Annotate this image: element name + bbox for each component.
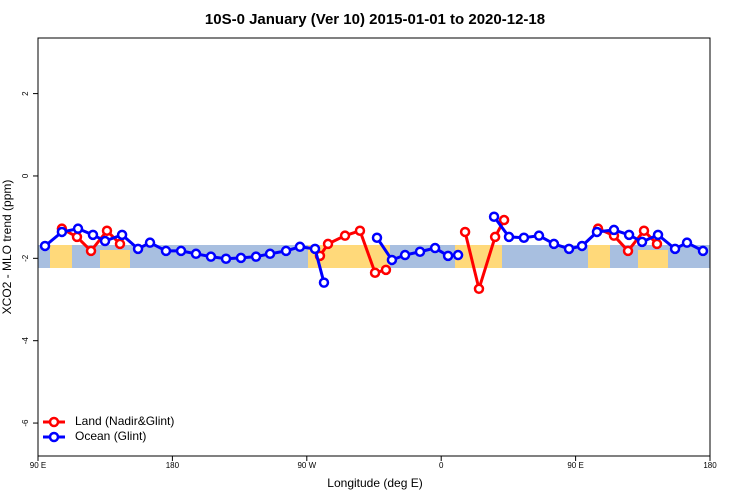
x-tick-label: 90 W <box>297 461 316 470</box>
point <box>144 237 156 248</box>
chart-title: 10S-0 January (Ver 10) 2015-01-01 to 202… <box>205 11 545 28</box>
x-tick-label: 90 E <box>567 461 583 470</box>
point <box>116 229 128 241</box>
plot-frame <box>37 37 711 457</box>
point <box>473 283 485 295</box>
point <box>638 225 650 236</box>
point <box>160 245 172 257</box>
y-tick-label: 0 <box>21 173 30 178</box>
point <box>309 243 321 255</box>
point <box>576 240 588 252</box>
point <box>503 231 515 243</box>
point <box>85 245 97 257</box>
point <box>548 238 560 250</box>
x-tick-label: 180 <box>703 461 717 470</box>
point <box>205 251 217 262</box>
point <box>636 236 648 248</box>
point <box>101 225 113 236</box>
point <box>190 248 202 260</box>
point <box>442 250 454 262</box>
point <box>518 232 530 243</box>
point <box>623 229 635 241</box>
point <box>339 230 351 241</box>
point <box>489 231 501 243</box>
x-tick-label: 0 <box>439 461 444 470</box>
point <box>652 229 664 241</box>
point <box>371 232 383 243</box>
point <box>235 252 247 264</box>
point <box>220 253 232 264</box>
point <box>56 226 68 238</box>
y-tick-label: -2 <box>21 254 30 262</box>
point <box>608 224 620 236</box>
map-land <box>50 245 668 268</box>
point <box>498 214 510 226</box>
legend-marker <box>48 431 60 443</box>
point <box>380 264 392 276</box>
point <box>399 249 411 261</box>
point <box>697 245 709 257</box>
point <box>563 243 575 255</box>
point <box>71 231 83 243</box>
legend-marker <box>48 416 60 428</box>
point <box>250 251 262 262</box>
point <box>294 241 306 253</box>
point <box>459 226 471 238</box>
point <box>651 238 663 250</box>
point <box>280 245 292 257</box>
y-tick-label: -4 <box>21 337 30 345</box>
point <box>264 248 276 260</box>
y-tick-label: 2 <box>21 91 30 96</box>
y-axis-label: XCO2 - MLO trend (ppm) <box>0 180 14 315</box>
point <box>488 211 500 222</box>
point <box>414 246 426 257</box>
point <box>533 230 545 241</box>
point <box>99 235 111 247</box>
point <box>318 277 330 288</box>
point <box>114 238 126 250</box>
point <box>322 238 334 250</box>
x-axis-label: Longitude (deg E) <box>327 476 422 490</box>
x-tick-label: 90 E <box>30 461 46 470</box>
legend-label: Land (Nadir&Glint) <box>75 414 174 428</box>
point <box>681 237 693 248</box>
point <box>175 245 187 257</box>
point <box>369 267 381 278</box>
point <box>87 229 99 241</box>
point <box>39 240 51 252</box>
legend-label: Ocean (Glint) <box>75 429 146 443</box>
point <box>591 226 603 238</box>
point <box>669 243 681 255</box>
x-tick-label: 180 <box>166 461 180 470</box>
point <box>132 243 144 255</box>
point <box>452 249 464 261</box>
point <box>72 223 84 234</box>
point <box>622 245 634 257</box>
y-tick-label: -6 <box>21 419 30 427</box>
point <box>354 225 366 236</box>
point <box>429 242 441 254</box>
point <box>386 254 398 266</box>
